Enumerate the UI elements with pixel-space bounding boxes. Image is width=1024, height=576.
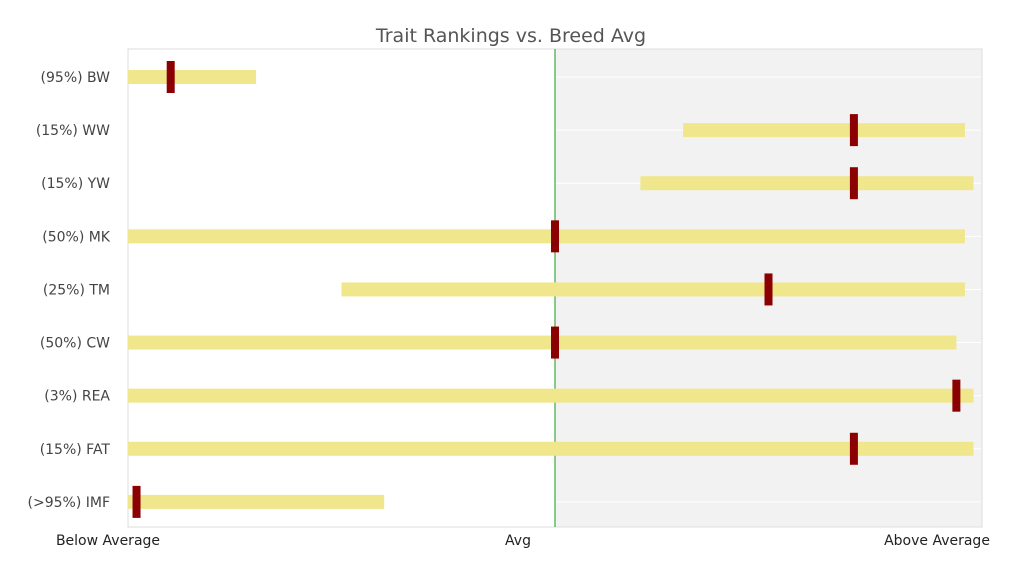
trait-marker (551, 326, 559, 359)
range-bar (341, 282, 965, 297)
trait-marker (849, 167, 858, 200)
trait-marker (952, 379, 961, 412)
range-bar (640, 176, 974, 191)
x-tick-label: Above Average (884, 533, 990, 549)
category-label: (>95%) IMF (28, 495, 110, 511)
x-tick-label: Below Average (56, 533, 160, 549)
range-bar (128, 229, 965, 244)
trait-marker (849, 114, 858, 147)
range-bar (128, 494, 385, 509)
range-bar (683, 123, 965, 138)
range-bar (128, 335, 957, 350)
category-label: (50%) MK (42, 229, 111, 245)
trait-marker (849, 432, 858, 465)
trait-marker (764, 273, 773, 306)
chart-title: Trait Rankings vs. Breed Avg (375, 25, 646, 47)
category-label: (95%) BW (41, 70, 111, 86)
range-bar (128, 441, 974, 456)
x-tick-label: Avg (505, 533, 531, 549)
trait-marker (166, 61, 175, 93)
category-label: (3%) REA (44, 389, 110, 405)
category-label: (25%) TM (43, 282, 110, 298)
category-label: (15%) YW (41, 176, 110, 192)
category-label: (50%) CW (40, 336, 110, 352)
range-bar (128, 388, 974, 403)
category-label: (15%) FAT (40, 442, 111, 458)
trait-marker (551, 220, 559, 253)
trait-marker (132, 485, 141, 518)
range-bar (128, 70, 257, 84)
category-label: (15%) WW (36, 123, 110, 139)
